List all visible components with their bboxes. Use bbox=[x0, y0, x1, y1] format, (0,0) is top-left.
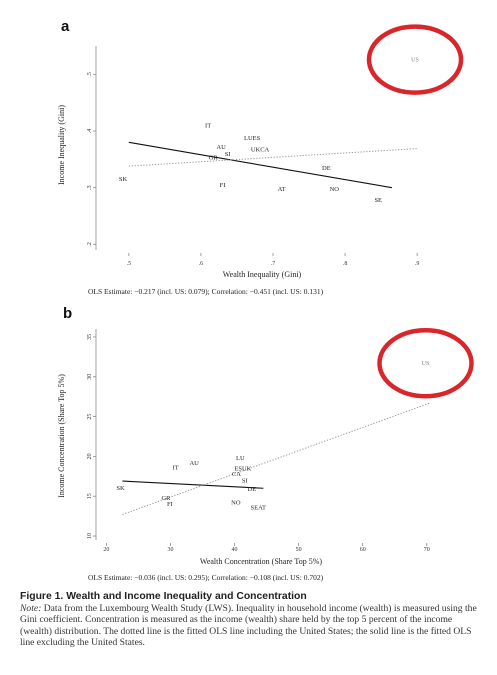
panel-b-point-esuk: ESUK bbox=[234, 465, 251, 472]
panel-b-point-us: US bbox=[422, 361, 430, 367]
panel-b-point-sk: SK bbox=[116, 485, 125, 492]
panel-a-point-us: US bbox=[411, 58, 419, 64]
panel-a-y-tick-label: .3 bbox=[87, 185, 93, 190]
panel-a-x-tick-label: .5 bbox=[127, 261, 132, 267]
panel-a-x-tick-label: .8 bbox=[343, 261, 348, 267]
panel-a-point-au: AU bbox=[216, 144, 226, 151]
panel-b-letter: b bbox=[63, 305, 72, 322]
note-text: Data from the Luxembourg Wealth Study (L… bbox=[20, 602, 477, 649]
panel-b-y-tick-label: 25 bbox=[87, 414, 93, 420]
panel-a-point-ukca: UKCA bbox=[251, 147, 270, 154]
panel-b-point-seat: SEAT bbox=[250, 504, 266, 511]
panel-b-x-tick-label: 40 bbox=[232, 547, 238, 553]
panel-a-letter: a bbox=[61, 18, 70, 35]
panel-b-point-it: IT bbox=[173, 465, 179, 472]
panel-a-point-fi: FI bbox=[220, 182, 226, 189]
panel-b-chart: b 10 15 20 25 30 35 20 30 40 50 60 70 US AU LU IT ESUK… bbox=[57, 305, 474, 582]
panel-a-point-sk: SK bbox=[119, 176, 128, 183]
figure-title: Figure 1. Wealth and Income Inequality a… bbox=[20, 591, 307, 602]
panel-a-x-tick-label: .9 bbox=[415, 261, 420, 267]
panel-a-x-axis-label: Wealth Inequality (Gini) bbox=[223, 270, 302, 279]
panel-a-us-highlight-ring bbox=[366, 24, 464, 95]
panel-b-point-fi: FI bbox=[167, 501, 173, 508]
panel-b-x-tick-label: 70 bbox=[424, 547, 430, 553]
panel-b-point-au: AU bbox=[189, 460, 199, 467]
panel-a-point-gr: GR bbox=[209, 155, 219, 162]
panel-b-point-si: SI bbox=[242, 477, 248, 484]
panel-b-fit-line-excl-us bbox=[122, 480, 264, 489]
panel-a-y-tick-label: .4 bbox=[87, 129, 93, 134]
panel-a-y-tick-label: .2 bbox=[87, 242, 93, 247]
panel-a-point-lues: LUES bbox=[244, 135, 261, 142]
panel-b-x-tick-label: 30 bbox=[167, 547, 173, 553]
figure: a .2 .3 .4 .5 .5 .6 .7 .8 .9 US IT LUES AU UKCA SI GR… bbox=[57, 18, 474, 582]
panel-a-point-si: SI bbox=[225, 151, 231, 158]
panel-b-y-tick-label: 35 bbox=[87, 334, 93, 340]
panel-b-y-tick-label: 20 bbox=[87, 453, 93, 459]
panel-b-y-tick-label: 30 bbox=[87, 374, 93, 380]
panel-b-us-highlight-ring bbox=[377, 327, 474, 399]
panel-b-point-ca: CA bbox=[232, 471, 241, 478]
panel-b-y-tick-label: 15 bbox=[87, 493, 93, 499]
panel-a-chart: a .2 .3 .4 .5 .5 .6 .7 .8 .9 US IT LUES AU UKCA SI GR… bbox=[57, 18, 464, 296]
panel-b-point-no: NO bbox=[231, 500, 241, 507]
panel-a-point-at: AT bbox=[278, 186, 286, 193]
panel-a-fit-line-excl-us bbox=[128, 141, 393, 189]
panel-a-point-se: SE bbox=[374, 197, 382, 204]
panel-b-x-tick-label: 60 bbox=[360, 547, 366, 553]
panel-b-point-gr: GR bbox=[161, 495, 171, 502]
panel-a-x-tick-label: .6 bbox=[199, 261, 204, 267]
panel-a-point-de: DE bbox=[322, 165, 331, 172]
panel-a-point-it: IT bbox=[205, 122, 211, 129]
note-label: Note: bbox=[20, 602, 42, 614]
panel-a-x-tick-label: .7 bbox=[271, 261, 276, 267]
panel-a-fit-line-incl-us bbox=[128, 148, 418, 167]
panel-b-y-axis-label: Income Concentration (Share Top 5%) bbox=[57, 374, 66, 498]
panel-a-y-tick-label: .5 bbox=[87, 72, 93, 77]
panel-b-fit-line-incl-us bbox=[122, 402, 431, 515]
panel-b-point-lu: LU bbox=[236, 455, 245, 462]
panel-b-x-axis-label: Wealth Concentration (Share Top 5%) bbox=[200, 557, 323, 566]
panel-b-point-de: DE bbox=[248, 486, 257, 493]
panel-b-ols-estimate: OLS Estimate: −0.036 (incl. US: 0.295); … bbox=[88, 573, 324, 582]
panel-a-point-no: NO bbox=[330, 186, 340, 193]
figure-note: Note: Data from the Luxembourg Wealth St… bbox=[20, 603, 486, 649]
panel-b-y-tick-label: 10 bbox=[87, 533, 93, 539]
figure-caption: Figure 1. Wealth and Income Inequality a… bbox=[20, 591, 486, 649]
panel-a-ols-estimate: OLS Estimate: −0.217 (incl. US: 0.079); … bbox=[88, 287, 324, 296]
panel-b-x-tick-label: 50 bbox=[296, 547, 302, 553]
panel-b-x-tick-label: 20 bbox=[103, 547, 109, 553]
panel-a-y-axis-label: Income Inequality (Gini) bbox=[57, 105, 66, 185]
